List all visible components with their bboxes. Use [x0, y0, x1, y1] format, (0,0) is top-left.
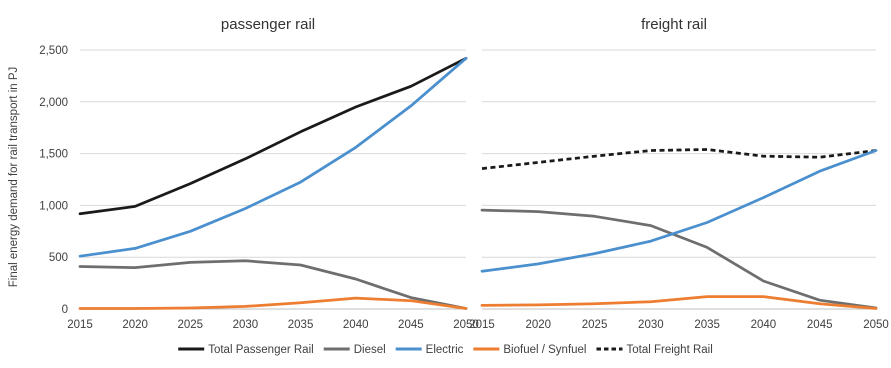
- x-tick-label: 2050: [453, 319, 479, 331]
- legend-label: Biofuel / Synfuel: [503, 344, 586, 356]
- series-line-electric: [78, 56, 468, 258]
- legend-label: Total Freight Rail: [626, 344, 712, 356]
- legend-label: Diesel: [354, 344, 386, 356]
- y-tick-label: 2,000: [39, 97, 68, 109]
- panel-freight-rail: freight rail 2015 2020 2025 2030 2035 2040 2045…: [469, 16, 889, 331]
- legend-item-electric: Electric: [395, 344, 464, 356]
- x-tick-label: 2020: [122, 319, 148, 331]
- x-tick-label: 2035: [694, 319, 720, 331]
- x-tick-label: 2045: [807, 319, 833, 331]
- legend-item-total-freight-rail: Total Freight Rail: [596, 344, 713, 356]
- x-tick-label: 2050: [863, 319, 889, 331]
- legend-label: Electric: [426, 344, 464, 356]
- series-line-total-freight-rail: [481, 148, 877, 170]
- series-line-biofuel-synfuel: [78, 296, 468, 310]
- series-line-electric: [480, 149, 878, 273]
- legend: Total Passenger Rail Diesel Electric Biofue…: [178, 344, 713, 356]
- legend-label: Total Passenger Rail: [208, 344, 313, 356]
- x-tick-label: 2045: [398, 319, 424, 331]
- y-axis-title: Final energy demand for rail transport i…: [8, 67, 20, 288]
- x-tick-label: 2025: [582, 319, 608, 331]
- y-tick-label: 0: [62, 304, 68, 316]
- legend-item-diesel: Diesel: [323, 344, 386, 356]
- x-tick-label: 2040: [751, 319, 777, 331]
- y-tick-label: 2,500: [39, 45, 68, 57]
- y-tick-label: 1,000: [39, 200, 68, 212]
- panel-passenger-rail: passenger rail 0 500 1,000 1,500 2,000 2,500 20…: [39, 16, 479, 331]
- series-line-biofuel-synfuel: [480, 295, 878, 310]
- series-line-total-passenger-rail: [78, 56, 468, 216]
- x-tick-label: 2015: [469, 319, 495, 331]
- legend-item-biofuel-synfuel: Biofuel / Synfuel: [473, 344, 586, 356]
- series-line-diesel: [78, 259, 468, 310]
- legend-item-total-passenger-rail: Total Passenger Rail: [178, 344, 314, 356]
- x-tick-label: 2015: [67, 319, 93, 331]
- x-tick-label: 2025: [177, 319, 203, 331]
- panel-title: freight rail: [641, 16, 707, 33]
- x-tick-label: 2040: [343, 319, 369, 331]
- x-tick-label: 2030: [233, 319, 259, 331]
- series-line-diesel: [480, 208, 878, 310]
- panel-title: passenger rail: [221, 16, 315, 33]
- x-tick-label: 2030: [638, 319, 664, 331]
- y-tick-label: 1,500: [39, 149, 68, 161]
- y-tick-label: 500: [49, 252, 68, 264]
- x-tick-label: 2020: [525, 319, 551, 331]
- x-tick-label: 2035: [288, 319, 314, 331]
